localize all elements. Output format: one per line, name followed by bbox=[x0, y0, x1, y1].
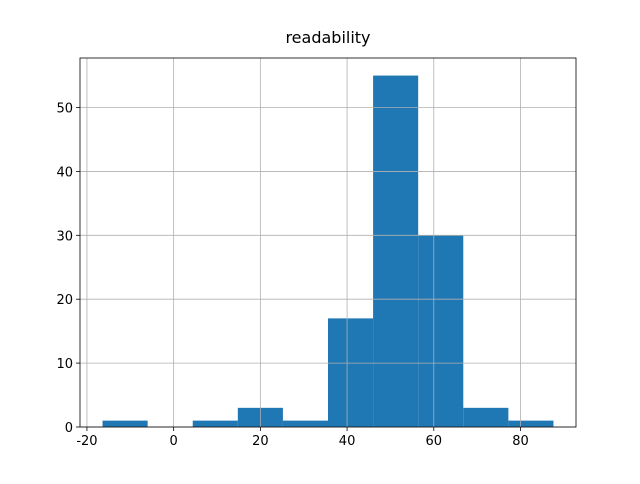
x-tick-label: 60 bbox=[426, 434, 443, 449]
x-tick-label: 0 bbox=[170, 434, 178, 449]
x-tick-label: 40 bbox=[339, 434, 356, 449]
bar bbox=[282, 420, 328, 427]
y-tick-label: 40 bbox=[56, 165, 73, 180]
y-tick-label: 0 bbox=[65, 421, 73, 436]
y-tick-label: 10 bbox=[56, 357, 73, 372]
x-tick-label: -20 bbox=[76, 434, 97, 449]
y-tick-label: 20 bbox=[56, 293, 73, 308]
y-tick-label: 30 bbox=[56, 229, 73, 244]
y-tick-label: 50 bbox=[56, 102, 73, 117]
bar bbox=[463, 407, 509, 427]
bar bbox=[102, 420, 148, 427]
x-tick-label: 80 bbox=[512, 434, 529, 449]
plot-frame bbox=[79, 57, 577, 428]
bar bbox=[418, 235, 464, 427]
x-tick-label: 20 bbox=[252, 434, 269, 449]
bar bbox=[328, 318, 374, 427]
bar bbox=[192, 420, 238, 427]
bar bbox=[508, 420, 554, 427]
bar bbox=[373, 75, 419, 428]
chart-title: readability bbox=[285, 28, 370, 47]
